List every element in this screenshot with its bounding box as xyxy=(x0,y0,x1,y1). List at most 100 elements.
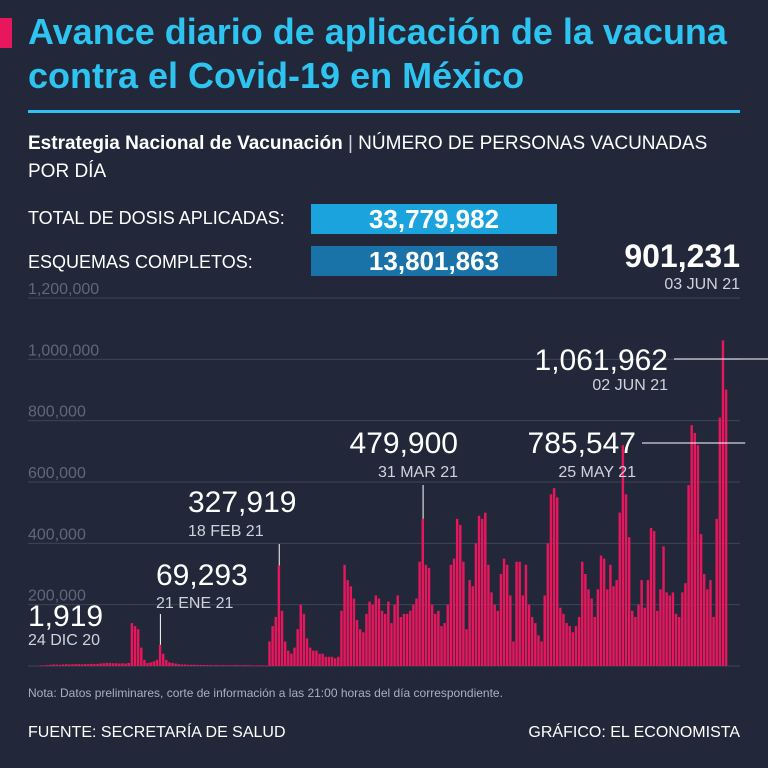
bar xyxy=(440,626,443,666)
annotation-value: 785,547 xyxy=(528,427,636,460)
bar xyxy=(324,656,328,666)
bar xyxy=(665,592,668,666)
bar xyxy=(196,664,199,666)
bar xyxy=(268,641,271,666)
bar xyxy=(537,635,540,666)
bar xyxy=(587,589,590,666)
bar xyxy=(340,610,343,666)
bar xyxy=(384,613,387,666)
bar xyxy=(715,518,718,666)
bar xyxy=(487,564,490,666)
bar xyxy=(133,626,137,666)
bar xyxy=(180,664,184,666)
bar xyxy=(627,537,631,666)
bar xyxy=(405,613,409,666)
bar xyxy=(618,512,621,666)
bar xyxy=(40,665,43,667)
bar xyxy=(227,665,231,667)
bar xyxy=(434,613,437,666)
bar xyxy=(540,641,543,666)
bar xyxy=(262,665,265,667)
title-rule xyxy=(28,110,740,113)
bar xyxy=(634,616,637,666)
bar xyxy=(80,664,84,666)
bar xyxy=(352,598,356,666)
bar xyxy=(706,589,709,666)
bar xyxy=(186,664,190,666)
bar xyxy=(115,663,118,666)
bar xyxy=(155,659,159,666)
bar xyxy=(165,659,168,666)
bar xyxy=(252,665,256,667)
bar xyxy=(515,561,518,666)
bar xyxy=(74,664,77,666)
bar xyxy=(421,518,424,666)
bar xyxy=(265,665,268,667)
bar xyxy=(349,586,353,666)
bar xyxy=(546,543,550,666)
bar xyxy=(299,604,302,666)
bar xyxy=(55,664,59,666)
subtitle-strategy: Estrategia Nacional de Vacunación xyxy=(28,133,343,154)
bar xyxy=(599,555,603,666)
bar xyxy=(631,610,634,666)
bar xyxy=(656,610,659,666)
bar xyxy=(624,494,628,666)
bar xyxy=(108,662,112,666)
bar xyxy=(512,641,515,666)
bar xyxy=(427,567,431,666)
bar xyxy=(490,592,493,666)
bar xyxy=(43,665,46,667)
bar xyxy=(149,662,152,666)
annotation-date: 24 DIC 20 xyxy=(28,632,100,649)
bar xyxy=(493,604,496,666)
bar xyxy=(321,653,324,666)
bar xyxy=(118,663,121,666)
bar xyxy=(215,665,218,666)
bar xyxy=(606,589,609,666)
bar xyxy=(718,417,722,666)
bar xyxy=(637,604,640,666)
bar xyxy=(111,663,115,666)
bar xyxy=(171,662,174,666)
bar xyxy=(83,664,87,666)
bar xyxy=(371,604,374,666)
annotation-value: 69,293 xyxy=(156,559,248,592)
bar xyxy=(230,665,234,667)
bar xyxy=(499,574,503,666)
annotation-date: 02 JUN 21 xyxy=(592,377,668,394)
bar xyxy=(152,661,156,666)
bar xyxy=(696,445,700,666)
bar xyxy=(424,564,428,666)
bar xyxy=(280,610,284,666)
y-tick-label: 1,200,000 xyxy=(28,281,99,298)
bar xyxy=(474,543,478,666)
bar xyxy=(559,607,562,666)
bar xyxy=(662,546,665,666)
bar xyxy=(690,425,693,666)
bar xyxy=(393,604,396,666)
bar xyxy=(174,663,177,666)
bar xyxy=(568,626,571,666)
bar xyxy=(443,623,446,666)
bar xyxy=(565,623,568,666)
bar xyxy=(61,664,65,666)
bar xyxy=(93,664,96,666)
bar xyxy=(684,583,687,666)
bar xyxy=(380,610,384,666)
bar xyxy=(161,653,165,666)
bar xyxy=(524,564,528,666)
peak-date-label: 03 JUN 21 xyxy=(664,276,740,293)
bar xyxy=(249,665,252,667)
bar xyxy=(368,601,371,666)
bar xyxy=(549,494,553,666)
bar xyxy=(640,580,643,666)
bar xyxy=(387,601,390,666)
bar xyxy=(509,595,512,666)
bar xyxy=(621,445,625,666)
bar xyxy=(702,574,706,666)
bar xyxy=(177,664,181,666)
bar xyxy=(327,656,331,666)
bar xyxy=(496,610,500,666)
